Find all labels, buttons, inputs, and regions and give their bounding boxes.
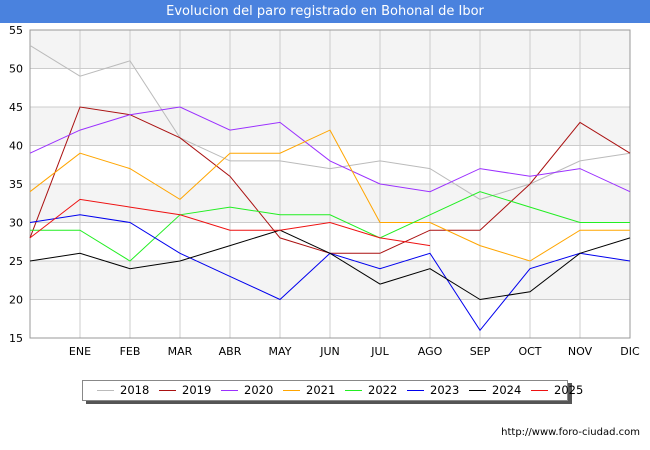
x-tick-label: SEP (470, 345, 491, 358)
legend-swatch (531, 390, 548, 391)
x-tick-label: ABR (219, 345, 242, 358)
legend: 2018 2019 2020 2021 2022 2023 2024 2025 (82, 380, 583, 401)
y-tick-label: 20 (9, 294, 23, 307)
legend-swatch (345, 390, 362, 391)
y-axis-tick-labels: 15 20 25 30 35 40 45 50 55 (9, 24, 23, 345)
x-tick-label: MAR (168, 345, 193, 358)
legend-label: 2018 (120, 383, 150, 397)
legend-label: 2021 (306, 383, 336, 397)
y-tick-label: 50 (9, 63, 23, 76)
plot-area-frame (29, 29, 631, 339)
legend-swatch (407, 390, 424, 391)
x-tick-label: OCT (518, 345, 541, 358)
series-line-2025 (29, 198, 431, 247)
series-line-2022 (30, 191, 630, 262)
source-url: http://www.foro-ciudad.com (501, 427, 640, 438)
x-axis-tick-labels: ENE FEB MAR ABR MAY JUN JUL AGO SEP OCT NOV DIC (69, 345, 640, 358)
y-tick-label: 15 (9, 332, 23, 345)
series-lines (29, 44, 631, 332)
legend-swatch (283, 390, 300, 391)
y-tick-label: 25 (9, 255, 23, 268)
x-tick-label: MAY (269, 345, 292, 358)
legend-label: 2022 (368, 383, 398, 397)
series-line-2020 (29, 106, 631, 193)
x-tick-label: JUL (370, 345, 389, 358)
y-tick-label: 40 (9, 140, 23, 153)
legend-label: 2024 (492, 383, 522, 397)
legend-label: 2025 (554, 383, 584, 397)
legend-swatch (221, 390, 238, 391)
x-tick-label: AGO (418, 345, 443, 358)
legend-swatch (97, 390, 114, 391)
x-tick-label: FEB (120, 345, 141, 358)
x-tick-label: DIC (620, 345, 640, 358)
legend-swatch (159, 390, 176, 391)
y-tick-label: 30 (9, 217, 23, 230)
y-tick-label: 55 (9, 24, 23, 37)
legend-label: 2020 (244, 383, 274, 397)
chart-title: Evolucion del paro registrado en Bohonal… (0, 0, 650, 23)
series-line-2021 (29, 129, 630, 262)
legend-label: 2019 (182, 383, 212, 397)
y-tick-label: 45 (9, 101, 23, 114)
x-tick-label: JUN (319, 345, 340, 358)
series-line-2024 (29, 229, 631, 301)
y-tick-label: 35 (9, 178, 23, 191)
x-tick-label: ENE (69, 345, 91, 358)
legend-swatch (469, 390, 486, 391)
x-tick-label: NOV (568, 345, 593, 358)
legend-label: 2023 (430, 383, 460, 397)
